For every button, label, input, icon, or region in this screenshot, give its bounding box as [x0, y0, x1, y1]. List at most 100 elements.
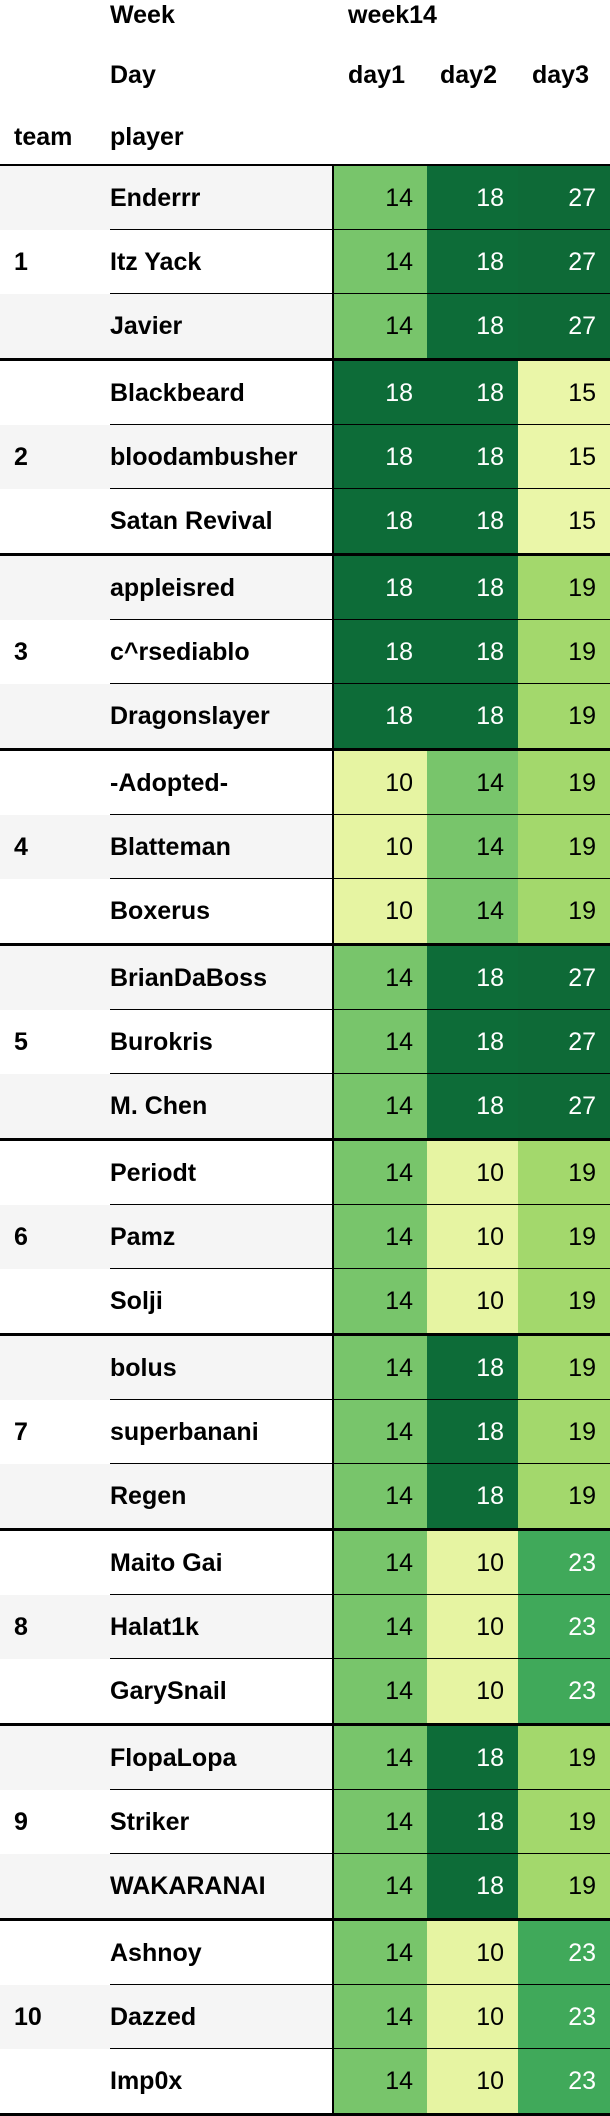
score-cell-day1: 10 — [334, 815, 427, 879]
score-cell-day2: 14 — [427, 879, 518, 943]
score-cell-day2: 18 — [427, 1010, 518, 1074]
score-cell-day1: 14 — [334, 294, 427, 358]
score-cell-day1: 14 — [334, 1336, 427, 1400]
score-cell-day3: 15 — [518, 425, 610, 489]
player-name: Pamz — [110, 1223, 176, 1251]
team-number: 2 — [14, 443, 28, 471]
player-name: M. Chen — [110, 1092, 208, 1120]
score-cell-day1: 18 — [334, 556, 427, 620]
score-cell-day2: 18 — [427, 946, 518, 1010]
player-name: Enderrr — [110, 184, 201, 212]
score-cell-day3: 27 — [518, 166, 610, 230]
row-divider — [110, 2048, 610, 2049]
player-name: Itz Yack — [110, 248, 202, 276]
score-cell-day1: 14 — [334, 1464, 427, 1528]
score-cell-day2: 18 — [427, 1336, 518, 1400]
row-divider — [110, 293, 610, 294]
score-cell-day1: 14 — [334, 1531, 427, 1595]
team-divider — [0, 1138, 610, 1141]
score-cell-day2: 18 — [427, 230, 518, 294]
team-divider — [0, 748, 610, 751]
score-cell-day3: 27 — [518, 1010, 610, 1074]
score-cell-day2: 18 — [427, 1790, 518, 1854]
row-divider — [110, 1399, 610, 1400]
score-cell-day3: 19 — [518, 879, 610, 943]
score-cell-day3: 19 — [518, 1854, 610, 1918]
player-name: GarySnail — [110, 1677, 227, 1705]
score-cell-day1: 18 — [334, 425, 427, 489]
row-divider — [110, 424, 610, 425]
score-cell-day3: 19 — [518, 1400, 610, 1464]
score-cell-day3: 23 — [518, 1921, 610, 1985]
team-column-header: team — [14, 123, 73, 151]
score-cell-day3: 19 — [518, 620, 610, 684]
day-column-3: day3 — [532, 61, 589, 89]
score-cell-day2: 18 — [427, 1854, 518, 1918]
player-name: FlopaLopa — [110, 1744, 237, 1772]
score-cell-day2: 18 — [427, 425, 518, 489]
team-number: 10 — [14, 2003, 42, 2031]
score-cell-day3: 23 — [518, 2049, 610, 2113]
row-divider — [110, 1853, 610, 1854]
score-cell-day3: 27 — [518, 946, 610, 1010]
score-cell-day2: 18 — [427, 1726, 518, 1790]
row-divider — [110, 1594, 610, 1595]
score-cell-day3: 23 — [518, 1985, 610, 2049]
score-cell-day2: 10 — [427, 1659, 518, 1723]
team-divider — [0, 358, 610, 361]
row-divider — [110, 1204, 610, 1205]
player-name: Burokris — [110, 1028, 213, 1056]
day-label: Day — [110, 61, 156, 89]
score-cell-day1: 18 — [334, 684, 427, 748]
player-name: Dazzed — [110, 2003, 197, 2031]
score-cell-day2: 18 — [427, 489, 518, 553]
score-cell-day1: 14 — [334, 1985, 427, 2049]
score-cell-day2: 18 — [427, 1400, 518, 1464]
score-cell-day2: 18 — [427, 1074, 518, 1138]
score-cell-day2: 18 — [427, 684, 518, 748]
score-cell-day2: 18 — [427, 620, 518, 684]
player-name: -Adopted- — [110, 769, 229, 797]
score-cell-day1: 14 — [334, 1141, 427, 1205]
score-cell-day1: 14 — [334, 946, 427, 1010]
row-divider — [110, 488, 610, 489]
team-number: 1 — [14, 248, 28, 276]
player-name: appleisred — [110, 574, 236, 602]
score-cell-day3: 15 — [518, 361, 610, 425]
team-divider — [0, 1333, 610, 1336]
score-cell-day3: 19 — [518, 556, 610, 620]
player-name: Javier — [110, 312, 183, 340]
row-divider — [110, 1073, 610, 1074]
score-cell-day2: 10 — [427, 1985, 518, 2049]
team-number: 6 — [14, 1223, 28, 1251]
player-name: Halat1k — [110, 1613, 199, 1641]
score-cell-day1: 14 — [334, 1205, 427, 1269]
score-cell-day1: 14 — [334, 166, 427, 230]
score-cell-day3: 19 — [518, 1790, 610, 1854]
row-divider — [110, 1658, 610, 1659]
week-value: week14 — [348, 1, 437, 29]
player-column-header: player — [110, 123, 184, 151]
row-divider — [110, 1984, 610, 1985]
score-cell-day1: 10 — [334, 879, 427, 943]
score-cell-day1: 14 — [334, 1854, 427, 1918]
score-cell-day2: 14 — [427, 815, 518, 879]
player-name: bloodambusher — [110, 443, 298, 471]
player-name: Regen — [110, 1482, 187, 1510]
score-cell-day3: 19 — [518, 1726, 610, 1790]
score-cell-day2: 10 — [427, 1269, 518, 1333]
player-name: Blatteman — [110, 833, 231, 861]
score-cell-day3: 27 — [518, 1074, 610, 1138]
score-cell-day1: 18 — [334, 489, 427, 553]
row-divider — [110, 619, 610, 620]
score-cell-day2: 18 — [427, 294, 518, 358]
row-divider — [110, 1463, 610, 1464]
score-cell-day1: 14 — [334, 1074, 427, 1138]
score-cell-day1: 14 — [334, 1595, 427, 1659]
score-cell-day3: 19 — [518, 1336, 610, 1400]
team-number: 7 — [14, 1418, 28, 1446]
player-name: BrianDaBoss — [110, 964, 267, 992]
score-cell-day1: 14 — [334, 1921, 427, 1985]
score-cell-day1: 14 — [334, 1726, 427, 1790]
score-cell-day3: 15 — [518, 489, 610, 553]
